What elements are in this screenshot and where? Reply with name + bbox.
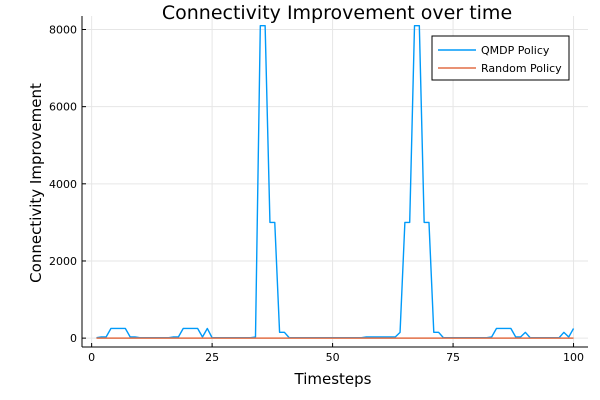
y-tick-label-1: 2000 [49,255,77,268]
y-tick-label-4: 8000 [49,24,77,37]
x-tick-label-0: 0 [88,351,95,364]
y-tick-label-3: 6000 [49,101,77,114]
tick-labels: 0 25 50 75 100 0 2000 4000 6000 8000 [49,24,584,364]
legend-label-qmdp: QMDP Policy [481,44,550,57]
axes [81,16,588,348]
y-tick-label-0: 0 [70,332,77,345]
legend-label-random: Random Policy [481,62,562,75]
y-tick-label-2: 4000 [49,178,77,191]
x-tick-label-3: 75 [446,351,460,364]
legend-box [431,35,570,81]
x-tick-label-4: 100 [563,351,584,364]
x-tick-label-2: 50 [326,351,340,364]
y-axis-label: Connectivity Improvement [27,83,45,283]
legend: QMDP Policy Random Policy [431,35,570,81]
series-layer [96,24,575,339]
chart-title: Connectivity Improvement over time [162,2,512,24]
x-axis-label: Timesteps [294,370,372,388]
x-tick-label-1: 25 [205,351,219,364]
